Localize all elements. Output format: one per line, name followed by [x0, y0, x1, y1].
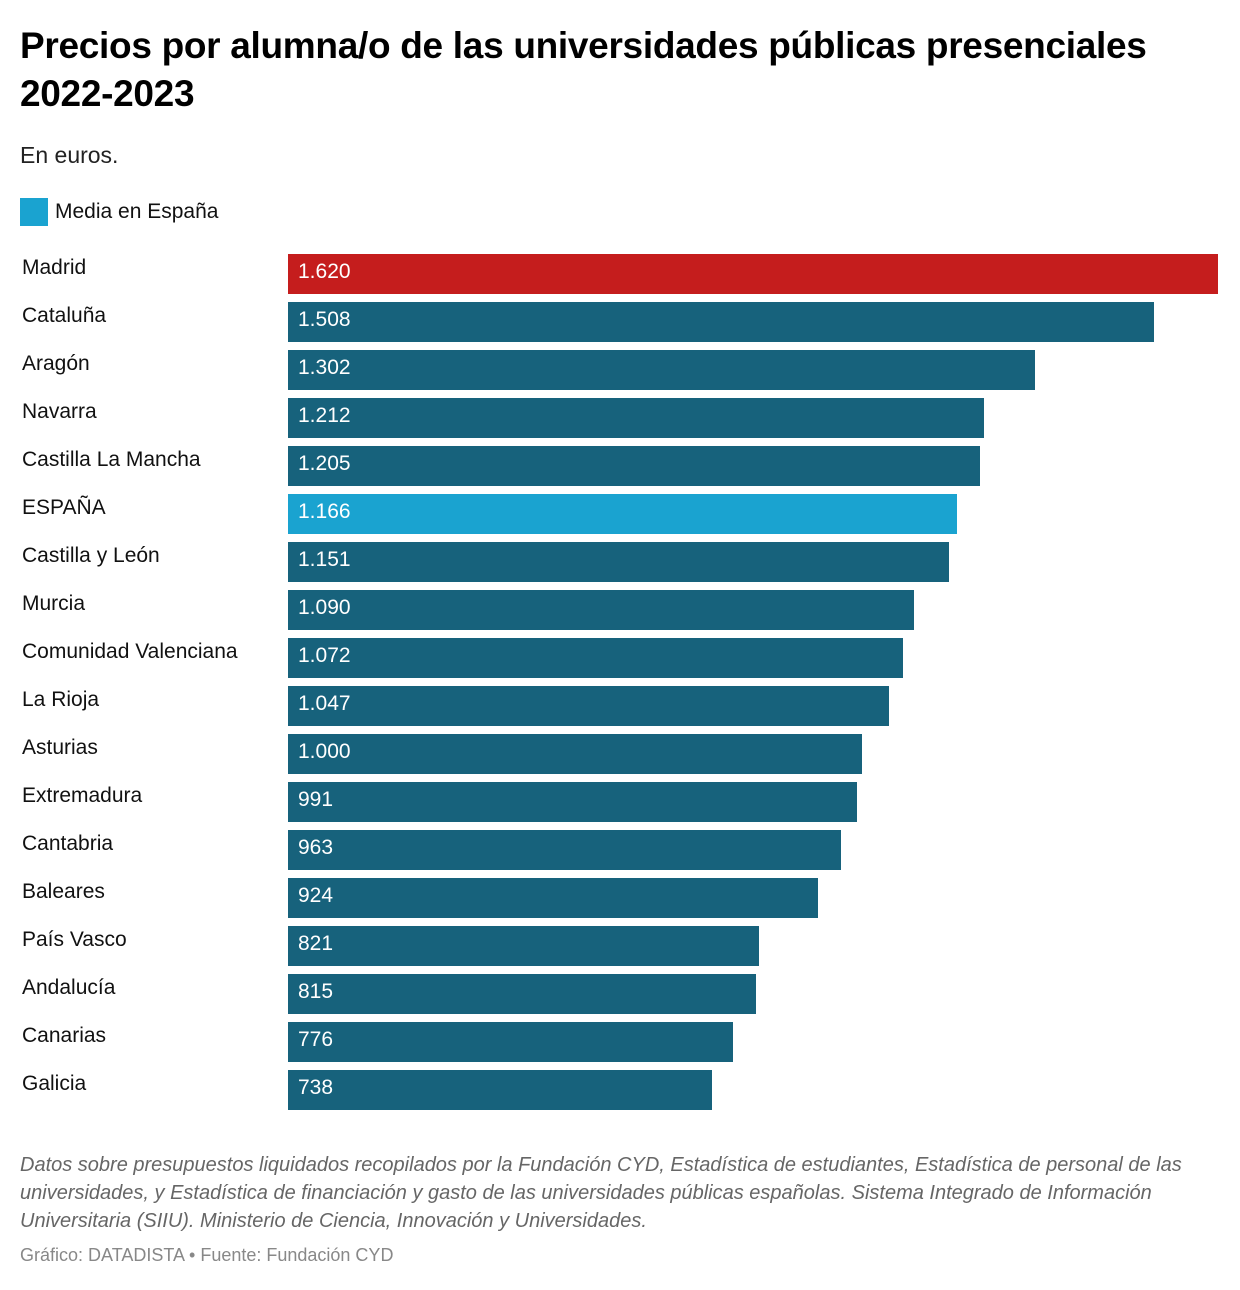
bar-row-cantabria: Cantabria 963 [0, 826, 1240, 874]
category-label: Asturias [22, 736, 98, 759]
bar-cantabria [288, 830, 841, 870]
bar-value-label: 1.620 [298, 260, 351, 283]
category-label: Extremadura [22, 784, 143, 807]
bar-row-galicia: Galicia 738 [0, 1066, 1240, 1114]
bar-row-cataluna: Cataluña 1.508 [0, 298, 1240, 346]
source-notes: Datos sobre presupuestos liquidados reco… [20, 1154, 1182, 1232]
bar-comunidad-valenciana [288, 638, 903, 678]
bar-value-label: 1.205 [298, 452, 351, 475]
category-label: Murcia [22, 592, 86, 615]
category-label: Navarra [22, 400, 97, 423]
bar-pais-vasco [288, 926, 759, 966]
bar-value-label: 924 [298, 884, 334, 907]
bar-value-label: 1.047 [298, 692, 351, 715]
category-label: Aragón [22, 352, 90, 375]
category-label: Castilla La Mancha [22, 448, 201, 471]
bar-row-murcia: Murcia 1.090 [0, 586, 1240, 634]
bar-aragon [288, 350, 1035, 390]
bar-madrid [288, 254, 1218, 294]
bar-row-extremadura: Extremadura 991 [0, 778, 1240, 826]
bar-value-label: 815 [298, 980, 334, 1003]
bar-row-pais-vasco: País Vasco 821 [0, 922, 1240, 970]
legend: Media en España [20, 198, 218, 226]
bar-row-madrid: Madrid 1.620 [0, 250, 1240, 298]
bar-row-aragon: Aragón 1.302 [0, 346, 1240, 394]
category-label: ESPAÑA [22, 496, 106, 519]
bar-value-label: 1.302 [298, 356, 351, 379]
bar-chart: Madrid 1.620 Cataluña 1.508 Aragón 1.302 Navar… [0, 250, 1240, 1120]
bar-andalucia [288, 974, 756, 1014]
bar-row-espana: ESPAÑA 1.166 [0, 490, 1240, 538]
category-label: Galicia [22, 1072, 87, 1095]
bar-value-label: 963 [298, 836, 334, 859]
chart-subtitle: En euros. [20, 142, 119, 168]
bar-murcia [288, 590, 914, 630]
bar-value-label: 1.151 [298, 548, 351, 571]
bar-row-castilla-y-leon: Castilla y León 1.151 [0, 538, 1240, 586]
bar-row-navarra: Navarra 1.212 [0, 394, 1240, 442]
bar-canarias [288, 1022, 733, 1062]
legend-swatch-average [20, 198, 48, 226]
bar-row-andalucia: Andalucía 815 [0, 970, 1240, 1018]
category-label: Canarias [22, 1024, 107, 1047]
bar-value-label: 738 [298, 1076, 334, 1099]
legend-label-average: Media en España [55, 200, 219, 223]
bar-row-castilla-la-mancha: Castilla La Mancha 1.205 [0, 442, 1240, 490]
bar-extremadura [288, 782, 857, 822]
category-label: Andalucía [22, 976, 116, 999]
bar-value-label: 776 [298, 1028, 334, 1051]
credits: Gráfico: DATADISTA • Fuente: Fundación C… [20, 1245, 394, 1265]
category-label: Comunidad Valenciana [22, 640, 238, 663]
category-label: Cataluña [22, 304, 107, 327]
bar-navarra [288, 398, 984, 438]
bar-row-asturias: Asturias 1.000 [0, 730, 1240, 778]
bar-value-label: 1.090 [298, 596, 351, 619]
bar-castilla-y-leon [288, 542, 949, 582]
category-label: Castilla y León [22, 544, 160, 567]
bar-value-label: 1.072 [298, 644, 351, 667]
category-label: Cantabria [22, 832, 114, 855]
bar-row-la-rioja: La Rioja 1.047 [0, 682, 1240, 730]
bar-asturias [288, 734, 862, 774]
bar-row-comunidad-valenciana: Comunidad Valenciana 1.072 [0, 634, 1240, 682]
bar-value-label: 1.212 [298, 404, 351, 427]
bar-baleares [288, 878, 818, 918]
bar-value-label: 1.508 [298, 308, 351, 331]
category-label: Madrid [22, 256, 87, 279]
bar-galicia [288, 1070, 712, 1110]
bar-la-rioja [288, 686, 889, 726]
bar-value-label: 821 [298, 932, 334, 955]
category-label: La Rioja [22, 688, 100, 711]
bar-value-label: 1.000 [298, 740, 351, 763]
bar-espana [288, 494, 957, 534]
bar-castilla-la-mancha [288, 446, 980, 486]
bar-row-canarias: Canarias 776 [0, 1018, 1240, 1066]
category-label: País Vasco [22, 928, 127, 951]
bar-row-baleares: Baleares 924 [0, 874, 1240, 922]
bar-cataluna [288, 302, 1154, 342]
bar-value-label: 991 [298, 788, 334, 811]
category-label: Baleares [22, 880, 105, 903]
chart-title: Precios por alumna/o de las universidade… [20, 25, 1147, 114]
bar-value-label: 1.166 [298, 500, 351, 523]
